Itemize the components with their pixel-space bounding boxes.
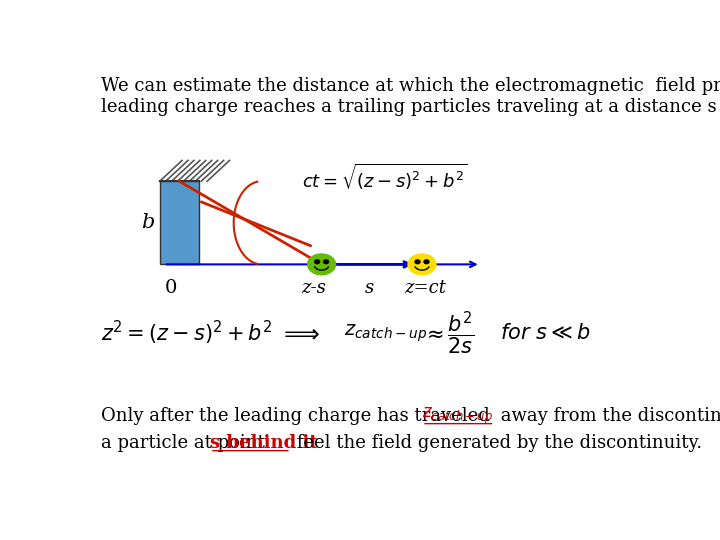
Text: We can estimate the distance at which the electromagnetic  field produced by a
l: We can estimate the distance at which th…: [101, 77, 720, 116]
Text: a particle at point: a particle at point: [101, 434, 271, 452]
Text: s: s: [364, 279, 374, 297]
Circle shape: [323, 260, 328, 264]
Text: $\mathit{for}\ s \ll b$: $\mathit{for}\ s \ll b$: [500, 323, 590, 343]
Text: 0: 0: [165, 279, 177, 297]
Bar: [160, 181, 199, 265]
Text: $\Longrightarrow$: $\Longrightarrow$: [279, 321, 320, 345]
Text: $\approx\dfrac{b^2}{2s}$: $\approx\dfrac{b^2}{2s}$: [422, 309, 474, 357]
Text: s behind it: s behind it: [210, 434, 318, 452]
Text: $z^2 = (z-s)^2 + b^2$: $z^2 = (z-s)^2 + b^2$: [101, 319, 273, 347]
Text: $z_{catch-up}$: $z_{catch-up}$: [344, 322, 427, 344]
Text: away from the discontinuity, can: away from the discontinuity, can: [495, 407, 720, 425]
Circle shape: [315, 260, 320, 264]
Text: z=ct: z=ct: [404, 279, 446, 297]
Circle shape: [408, 254, 436, 275]
Circle shape: [307, 254, 336, 275]
Text: b: b: [141, 213, 154, 232]
Circle shape: [415, 260, 420, 264]
Circle shape: [424, 260, 429, 264]
Text: feel the field generated by the discontinuity.: feel the field generated by the disconti…: [291, 434, 702, 452]
Text: Only after the leading charge has traveled: Only after the leading charge has travel…: [101, 407, 495, 425]
Text: z-s: z-s: [301, 279, 325, 297]
Text: $z_{catch-up}$: $z_{catch-up}$: [422, 406, 493, 426]
Text: $ct = \sqrt{(z-s)^2+b^2}$: $ct = \sqrt{(z-s)^2+b^2}$: [302, 162, 468, 192]
